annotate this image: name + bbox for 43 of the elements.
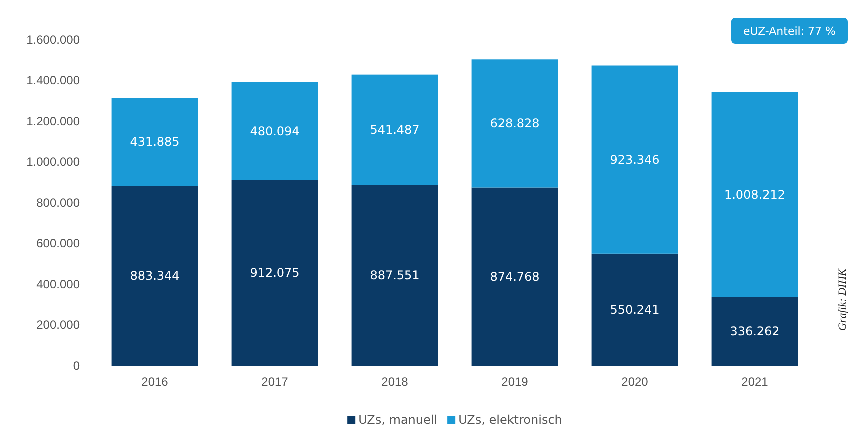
bar — [112, 98, 198, 186]
x-tick-label: 2018 — [382, 375, 409, 390]
bar — [112, 186, 198, 366]
y-tick-label: 1.400.000 — [26, 74, 80, 88]
y-tick-label: 1.000.000 — [26, 155, 80, 170]
bar — [232, 82, 318, 180]
data-label: 431.885 — [130, 135, 180, 150]
data-label: 480.094 — [250, 124, 300, 138]
x-tick-label: 2017 — [262, 375, 289, 390]
y-tick-label: 0 — [73, 358, 80, 373]
data-label: 550.241 — [610, 302, 660, 317]
x-tick-label: 2021 — [742, 375, 769, 390]
data-label: 1.008.212 — [724, 188, 786, 202]
text: eUZ-Anteil: 77 % — [743, 25, 836, 38]
text: Grafik: DIHK — [837, 268, 849, 332]
data-label: 628.828 — [490, 116, 540, 131]
bar — [232, 180, 318, 366]
y-tick-label: 400.000 — [36, 277, 80, 292]
bar — [712, 92, 798, 298]
bar — [712, 297, 798, 366]
bar — [592, 66, 678, 254]
data-label: 336.262 — [730, 324, 780, 339]
y-tick-label: 600.000 — [36, 236, 80, 251]
data-label: 883.344 — [130, 269, 180, 284]
x-tick-label: 2016 — [142, 375, 169, 390]
y-tick-label: 800.000 — [36, 196, 80, 210]
data-label: 923.346 — [610, 152, 660, 167]
x-tick-label: 2019 — [502, 375, 529, 390]
y-tick-label: 1.200.000 — [26, 114, 80, 128]
legend-label: UZs, manuell — [358, 413, 438, 427]
data-label: 541.487 — [370, 122, 420, 137]
x-tick-label: 2020 — [622, 375, 649, 390]
bar — [592, 254, 678, 366]
bar — [472, 60, 558, 188]
data-label: 887.551 — [370, 268, 420, 283]
bar — [352, 74, 438, 186]
y-tick-label: 1.600.000 — [26, 32, 80, 47]
bar — [352, 185, 438, 366]
bar — [472, 188, 558, 366]
data-label: 874.768 — [490, 270, 540, 284]
legend-label: UZs, elektronisch — [458, 413, 562, 427]
y-tick-label: 200.000 — [36, 318, 80, 332]
data-label: 912.075 — [250, 266, 300, 280]
